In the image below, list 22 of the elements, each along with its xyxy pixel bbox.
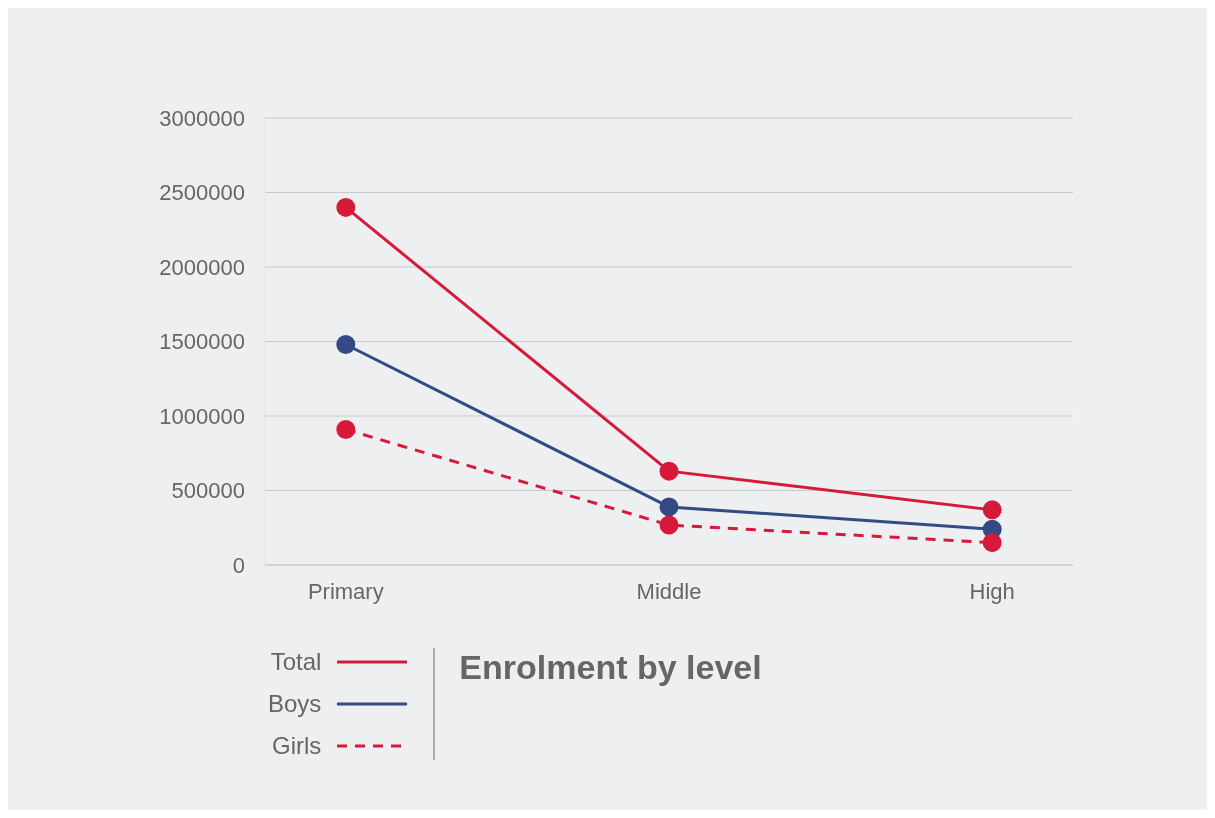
point xyxy=(659,497,679,517)
text: Enrolment by level xyxy=(459,648,762,687)
y-tick-label: 1000000 xyxy=(159,403,245,429)
y-tick-label: 0 xyxy=(232,552,245,578)
point xyxy=(336,197,356,217)
point xyxy=(659,515,679,535)
x-tick-label: Primary xyxy=(307,578,384,604)
legend-label: Boys xyxy=(268,690,322,718)
point xyxy=(336,419,356,439)
y-tick-label: 2000000 xyxy=(159,254,245,280)
legend-label: Total xyxy=(270,648,322,676)
y-tick-label: 500000 xyxy=(171,478,245,504)
y-tick-label: 2500000 xyxy=(159,180,245,206)
point xyxy=(982,500,1002,520)
y-tick-label: 1500000 xyxy=(159,329,245,355)
x-tick-label: High xyxy=(969,578,1015,604)
x-tick-label: Middle xyxy=(636,578,702,604)
point xyxy=(982,533,1002,553)
point xyxy=(336,334,356,354)
point xyxy=(659,461,679,481)
legend-label: Girls xyxy=(272,732,322,760)
y-tick-label: 3000000 xyxy=(159,105,245,131)
